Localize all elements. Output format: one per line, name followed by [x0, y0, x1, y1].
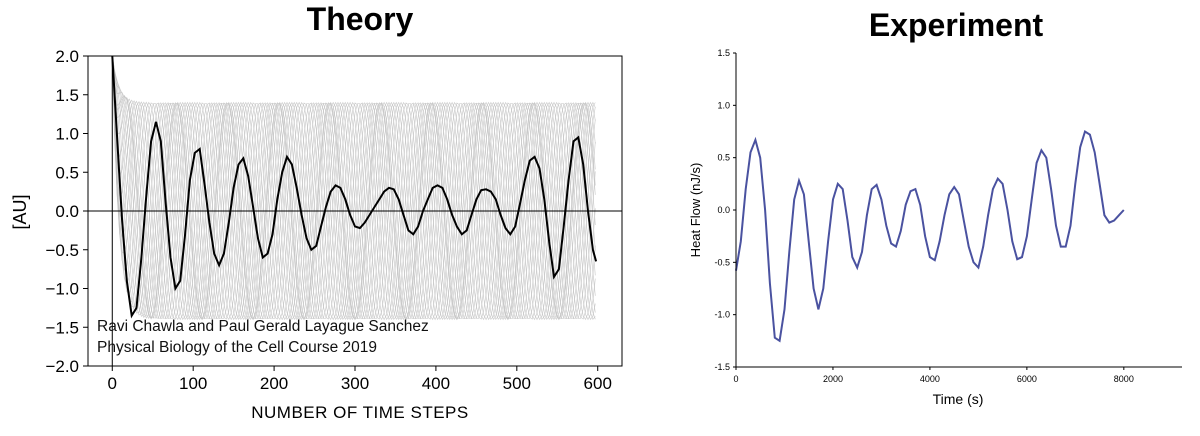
theory-xtick-label-4: 400 [422, 374, 450, 393]
theory-trace-2 [111, 55, 596, 321]
theory-xtick-label-6: 600 [584, 374, 612, 393]
experiment-heat-flow-line [735, 129, 1125, 343]
experiment-ytick-label-2: 0.5 [717, 153, 730, 163]
experiment-ytick-label-4: -0.5 [714, 257, 730, 267]
theory-ytick-label-7: −1.5 [45, 318, 79, 337]
theory-ytick-label-1: 1.5 [55, 86, 79, 105]
theory-mean-line [111, 55, 598, 319]
theory-ytick-label-6: −1.0 [45, 280, 79, 299]
theory-trace-22 [111, 55, 596, 321]
theory-trace-7 [111, 55, 596, 320]
theory-xtick-label-1: 100 [179, 374, 207, 393]
credit-line-1: Ravi Chawla and Paul Gerald Layague Sanc… [97, 318, 429, 335]
theory-xtick-label-5: 500 [503, 374, 531, 393]
theory-ytick-label-5: −0.5 [45, 241, 79, 260]
experiment-y-ticks: 1.5 1.0 0.5 0.0 -0.5 -1.0 -1.5 [714, 48, 736, 372]
experiment-xtick-label-4: 8000 [1114, 374, 1134, 384]
theory-ytick-label-2: 1.0 [55, 125, 79, 144]
theory-trace-16 [111, 55, 596, 319]
theory-trace-1 [111, 55, 596, 320]
experiment-y-axis-label: Heat Flow (nJ/s) [688, 163, 703, 258]
experiment-xtick-label-3: 6000 [1017, 374, 1037, 384]
experiment-title: Experiment [869, 7, 1044, 43]
theory-y-ticks: 2.0 1.5 1.0 0.5 0.0 −0.5 −1.0 −1.5 −2.0 [45, 47, 88, 376]
theory-ytick-label-4: 0.0 [55, 202, 79, 221]
experiment-chart: Experiment 0 2000 4000 6000 8000 1.5 1.0 0.5 0.… [688, 7, 1182, 407]
experiment-ytick-label-0: 1.5 [717, 48, 730, 58]
theory-trace-5 [111, 55, 596, 320]
theory-trace-8 [111, 55, 596, 320]
theory-x-ticks: 0 100 200 300 400 500 600 [108, 366, 612, 393]
theory-trace-15 [111, 55, 596, 320]
theory-x-axis-label: NUMBER OF TIME STEPS [251, 403, 469, 422]
experiment-ytick-label-3: 0.0 [717, 205, 730, 215]
experiment-x-ticks: 0 2000 4000 6000 8000 [733, 367, 1134, 384]
theory-xtick-label-0: 0 [108, 374, 117, 393]
theory-trace-10 [111, 55, 596, 321]
theory-trace-14 [111, 55, 596, 319]
credit-line-2: Physical Biology of the Cell Course 2019 [97, 339, 377, 356]
experiment-ytick-label-5: -1.0 [714, 310, 730, 320]
experiment-xtick-label-2: 4000 [920, 374, 940, 384]
theory-ytick-label-0: 2.0 [55, 47, 79, 66]
theory-title: Theory [307, 1, 414, 37]
theory-ytick-label-3: 0.5 [55, 163, 79, 182]
theory-trace-6 [111, 55, 596, 320]
theory-ytick-label-8: −2.0 [45, 357, 79, 376]
theory-trace-12 [111, 55, 596, 320]
experiment-ytick-label-1: 1.0 [717, 100, 730, 110]
theory-trace-20 [111, 55, 596, 319]
experiment-xtick-label-1: 2000 [823, 374, 843, 384]
theory-individual-traces [111, 55, 596, 321]
theory-y-axis-label: [AU] [10, 194, 30, 229]
theory-trace-21 [111, 55, 596, 320]
theory-xtick-label-3: 300 [341, 374, 369, 393]
theory-xtick-label-2: 200 [260, 374, 288, 393]
experiment-ytick-label-6: -1.5 [714, 362, 730, 372]
theory-trace-13 [111, 55, 596, 319]
theory-trace-18 [111, 55, 596, 319]
theory-trace-19 [111, 55, 596, 319]
experiment-xtick-label-0: 0 [733, 374, 738, 384]
theory-chart: Theory 0 100 200 300 400 500 600 2.0 1.5 1.0 0.5 0… [10, 1, 623, 422]
experiment-x-axis-label: Time (s) [933, 391, 984, 407]
